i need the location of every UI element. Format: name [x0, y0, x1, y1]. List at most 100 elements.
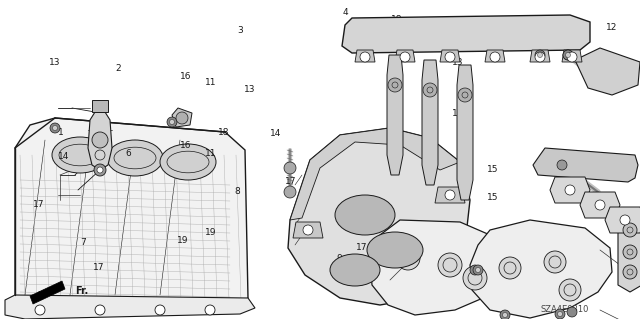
Polygon shape — [370, 220, 510, 315]
Circle shape — [284, 162, 296, 174]
Circle shape — [176, 112, 188, 124]
Polygon shape — [387, 55, 403, 175]
Text: 8: 8 — [234, 187, 239, 196]
Circle shape — [623, 223, 637, 237]
Text: Fr.: Fr. — [75, 286, 88, 296]
Circle shape — [566, 53, 570, 57]
Circle shape — [563, 50, 573, 60]
Polygon shape — [562, 50, 582, 62]
Text: 13: 13 — [452, 58, 463, 67]
Ellipse shape — [160, 144, 216, 180]
Ellipse shape — [335, 195, 395, 235]
Text: 4: 4 — [343, 8, 348, 17]
Circle shape — [205, 305, 215, 315]
Circle shape — [557, 311, 563, 316]
Polygon shape — [618, 210, 640, 292]
Circle shape — [167, 117, 177, 127]
Polygon shape — [30, 281, 65, 304]
Circle shape — [563, 50, 573, 60]
Text: 3: 3 — [237, 26, 243, 35]
Circle shape — [490, 52, 500, 62]
Circle shape — [620, 215, 630, 225]
Circle shape — [567, 52, 577, 62]
Circle shape — [544, 251, 566, 273]
Circle shape — [94, 164, 106, 176]
Text: 5: 5 — [445, 23, 451, 32]
Circle shape — [499, 257, 521, 279]
Text: 13: 13 — [49, 58, 60, 67]
Circle shape — [95, 305, 105, 315]
Text: 11: 11 — [205, 149, 217, 158]
Circle shape — [623, 245, 637, 259]
Polygon shape — [580, 192, 620, 218]
Polygon shape — [457, 65, 473, 200]
Polygon shape — [92, 100, 108, 112]
Text: 19: 19 — [177, 236, 188, 245]
Text: 17: 17 — [356, 243, 367, 252]
Text: 13: 13 — [244, 85, 255, 94]
Circle shape — [92, 132, 108, 148]
Polygon shape — [293, 222, 323, 238]
Circle shape — [445, 52, 455, 62]
Circle shape — [50, 123, 60, 133]
Circle shape — [170, 120, 175, 124]
Text: 12: 12 — [605, 23, 617, 32]
Circle shape — [476, 268, 481, 272]
Polygon shape — [88, 112, 112, 170]
Text: 10: 10 — [391, 98, 403, 107]
Circle shape — [470, 265, 480, 275]
Text: 13: 13 — [452, 109, 463, 118]
Text: 1: 1 — [58, 128, 63, 137]
Circle shape — [423, 83, 437, 97]
Circle shape — [538, 53, 543, 57]
Circle shape — [35, 305, 45, 315]
Circle shape — [396, 246, 420, 270]
Circle shape — [52, 125, 58, 130]
Circle shape — [388, 78, 402, 92]
Text: 17: 17 — [93, 263, 105, 272]
Circle shape — [473, 265, 483, 275]
Circle shape — [623, 265, 637, 279]
Polygon shape — [342, 15, 590, 53]
Polygon shape — [355, 50, 375, 62]
Polygon shape — [530, 50, 550, 62]
Text: 14: 14 — [58, 152, 70, 161]
Polygon shape — [172, 108, 192, 127]
Polygon shape — [395, 50, 415, 62]
Polygon shape — [550, 177, 590, 203]
Text: 16: 16 — [180, 72, 191, 81]
Text: 15: 15 — [487, 165, 499, 174]
Circle shape — [555, 309, 565, 319]
Polygon shape — [605, 207, 640, 233]
Text: 7: 7 — [81, 238, 86, 247]
Circle shape — [565, 185, 575, 195]
Circle shape — [458, 88, 472, 102]
Circle shape — [567, 307, 577, 317]
Polygon shape — [435, 187, 465, 203]
Circle shape — [535, 52, 545, 62]
Polygon shape — [290, 128, 460, 220]
Ellipse shape — [107, 140, 163, 176]
Circle shape — [445, 190, 455, 200]
Circle shape — [535, 50, 545, 60]
Circle shape — [438, 253, 462, 277]
Circle shape — [97, 167, 103, 173]
Circle shape — [400, 52, 410, 62]
Text: 18: 18 — [218, 128, 230, 137]
Text: 17: 17 — [285, 177, 297, 186]
Text: 15: 15 — [487, 193, 499, 202]
Text: 10: 10 — [391, 80, 403, 89]
Polygon shape — [440, 50, 460, 62]
Polygon shape — [533, 148, 638, 182]
Text: SZA4E0310: SZA4E0310 — [541, 306, 589, 315]
Polygon shape — [575, 48, 640, 95]
Circle shape — [559, 279, 581, 301]
Text: 14: 14 — [269, 130, 281, 138]
Text: 18: 18 — [391, 15, 403, 24]
Circle shape — [155, 305, 165, 315]
Text: 2: 2 — [116, 64, 121, 73]
Polygon shape — [5, 295, 255, 319]
Circle shape — [284, 186, 296, 198]
Polygon shape — [485, 50, 505, 62]
Ellipse shape — [330, 254, 380, 286]
